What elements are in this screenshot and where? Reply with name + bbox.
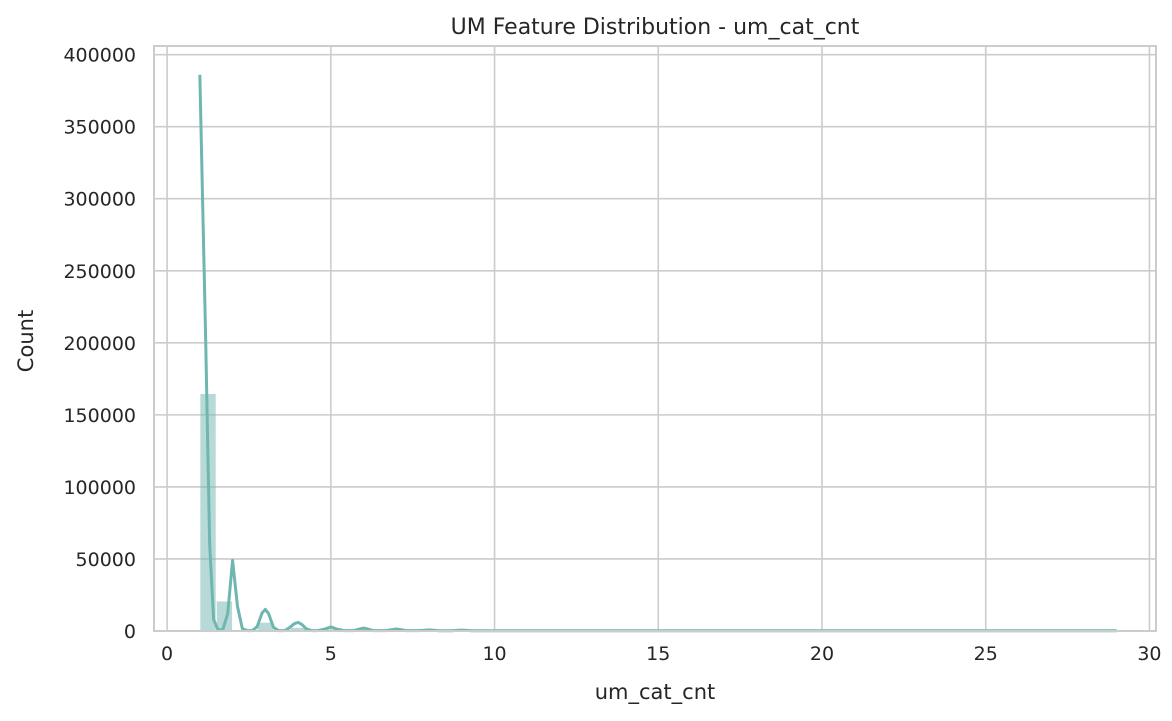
x-tick-label: 5 [325, 643, 337, 665]
x-tick-label: 20 [810, 643, 834, 665]
grid-lines [154, 46, 1156, 632]
y-tick-label: 0 [124, 621, 136, 643]
x-tick-label: 0 [161, 643, 173, 665]
x-tick-label: 30 [1137, 643, 1161, 665]
y-tick-label: 50000 [76, 549, 136, 571]
histogram-bar [290, 627, 306, 631]
chart-title: UM Feature Distribution - um_cat_cnt [451, 15, 860, 40]
x-tick-label: 15 [646, 643, 670, 665]
x-tick-label: 10 [482, 643, 506, 665]
histogram-bars [200, 393, 470, 631]
y-tick-label: 400000 [63, 45, 136, 67]
x-tick-labels: 0 5 10 15 20 25 30 [161, 643, 1161, 665]
y-tick-label: 150000 [63, 405, 136, 427]
y-axis-label: Count [14, 310, 38, 372]
histogram-bar [257, 622, 274, 631]
y-tick-label: 300000 [63, 189, 136, 211]
y-tick-label: 250000 [63, 261, 136, 283]
y-tick-label: 350000 [63, 117, 136, 139]
y-tick-label: 200000 [63, 333, 136, 355]
y-tick-labels: 0 50000 100000 150000 200000 250000 300000 3500… [63, 45, 136, 643]
y-tick-label: 100000 [63, 477, 136, 499]
x-tick-label: 25 [974, 643, 998, 665]
x-axis-label: um_cat_cnt [595, 680, 716, 705]
plot-frame [153, 45, 1157, 632]
